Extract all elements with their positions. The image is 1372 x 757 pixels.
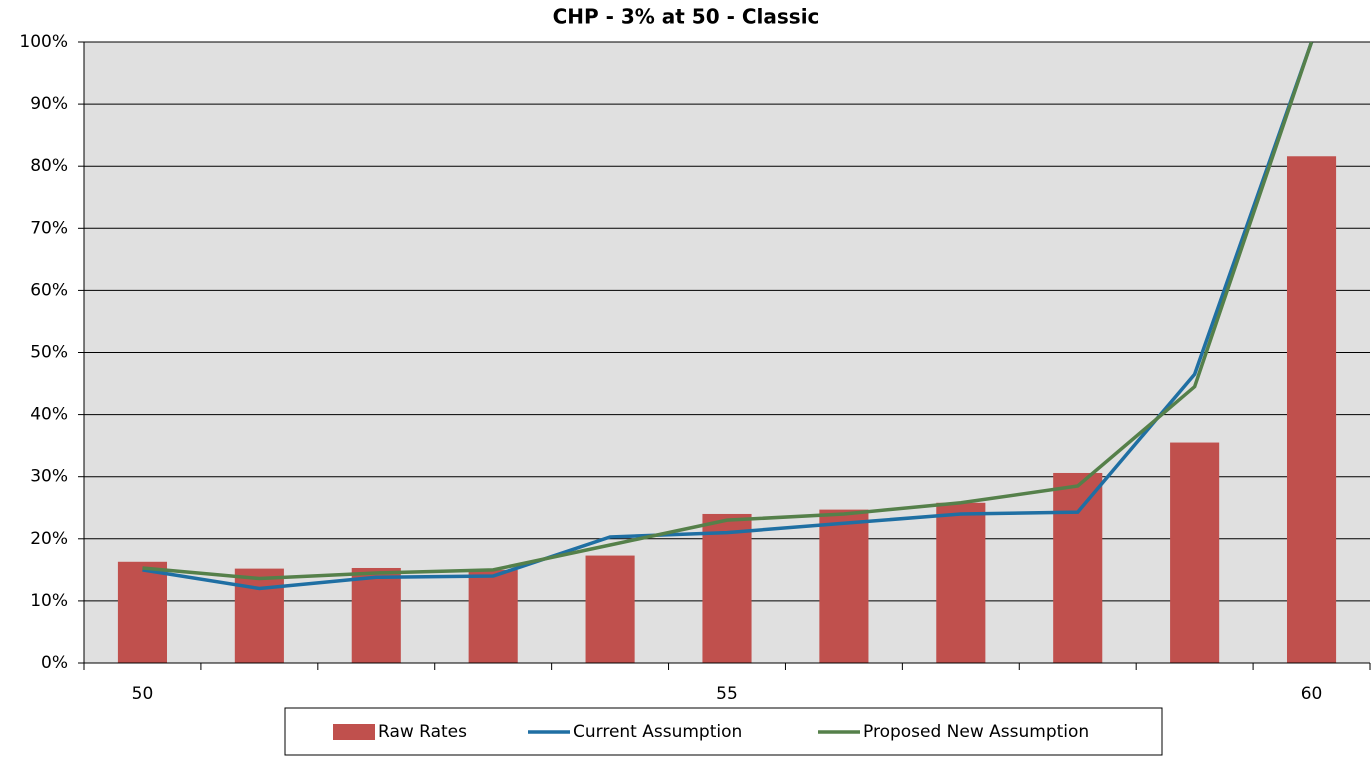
y-tick-label: 30% — [30, 467, 68, 487]
line — [142, 42, 1314, 581]
bar — [585, 555, 635, 663]
bar — [234, 568, 284, 663]
bar — [468, 569, 518, 663]
bar — [351, 567, 401, 663]
bar — [117, 561, 168, 663]
x-tick-label: 60 — [1301, 684, 1323, 704]
bar — [1170, 442, 1220, 663]
bar — [1286, 156, 1337, 663]
legend-label: Raw Rates — [378, 722, 467, 742]
y-tick-label: 80% — [30, 156, 68, 176]
line — [142, 42, 1314, 591]
legend-label: Proposed New Assumption — [863, 722, 1089, 742]
bar — [702, 513, 752, 663]
y-tick-label: 10% — [30, 591, 68, 611]
legend-swatch — [333, 724, 375, 740]
bar — [1053, 472, 1103, 663]
legend-label: Current Assumption — [573, 722, 742, 742]
y-tick-label: 100% — [19, 32, 68, 52]
y-tick-label: 50% — [30, 343, 68, 363]
y-tick-label: 20% — [30, 529, 68, 549]
x-tick-label: 55 — [716, 684, 738, 704]
y-tick-label: 60% — [30, 280, 68, 300]
y-tick-label: 90% — [30, 94, 68, 114]
x-tick-label: 50 — [132, 684, 154, 704]
chart-title: CHP - 3% at 50 - Classic — [553, 5, 820, 29]
y-tick-label: 0% — [41, 653, 68, 673]
bar — [936, 502, 986, 663]
legend — [284, 707, 1163, 756]
y-tick-label: 40% — [30, 405, 68, 425]
y-tick-label: 70% — [30, 218, 68, 238]
bar — [819, 509, 869, 663]
